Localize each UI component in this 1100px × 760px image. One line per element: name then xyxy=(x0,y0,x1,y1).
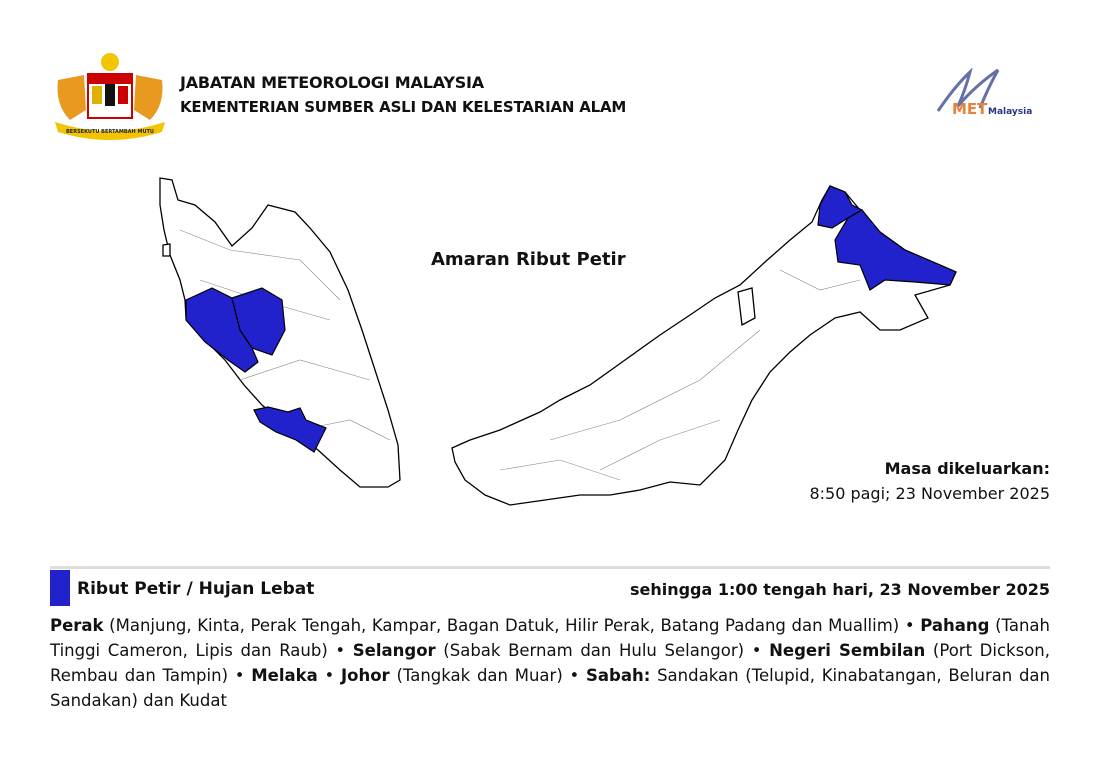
ministry-name: KEMENTERIAN SUMBER ASLI DAN KELESTARIAN … xyxy=(180,98,627,116)
malaysia-warning-map xyxy=(159,177,957,506)
crest-motto: BERSEKUTU BERTAMBAH MUTU xyxy=(66,129,154,135)
sarawak-sabah xyxy=(451,185,957,506)
penang-island xyxy=(162,243,171,257)
district-list: Sandakan (Telupid, Kinabatangan, Beluran… xyxy=(50,666,1050,710)
warning-area-selangor-ns-melaka-johor xyxy=(253,406,327,453)
state-name: Melaka xyxy=(251,666,318,685)
warning-area-sandakan xyxy=(834,209,957,291)
issued-time-block: Masa dikeluarkan: 8:50 pagi; 23 November… xyxy=(809,456,1050,506)
warning-areas-text: Perak (Manjung, Kinta, Perak Tengah, Kam… xyxy=(50,613,1050,713)
district-list: (Manjung, Kinta, Perak Tengah, Kampar, B… xyxy=(109,616,900,635)
separator: • xyxy=(317,666,341,685)
valid-until: sehingga 1:00 tengah hari, 23 November 2… xyxy=(629,580,1050,599)
section-title: Ribut Petir / Hujan Lebat xyxy=(77,579,315,599)
brunei xyxy=(737,287,756,327)
divider xyxy=(50,566,1050,569)
district-list: (Port Dickson, Rembau dan Tampin) xyxy=(50,641,1050,685)
met-malaysia-logo: MET Malaysia xyxy=(936,67,1032,118)
warning-area-pahang xyxy=(231,287,286,356)
state-name: Perak xyxy=(50,616,104,635)
warning-color-indicator xyxy=(50,570,70,606)
separator: • xyxy=(744,641,770,660)
separator: • xyxy=(562,666,587,685)
svg-text:Malaysia: Malaysia xyxy=(988,107,1032,117)
issued-time: 8:50 pagi; 23 November 2025 xyxy=(809,484,1050,503)
issued-label: Masa dikeluarkan: xyxy=(884,459,1050,478)
agency-name: JABATAN METEOROLOGI MALAYSIA xyxy=(180,73,484,92)
state-name: Negeri Sembilan xyxy=(769,641,926,660)
district-list: (Tangkak dan Muar) xyxy=(396,666,563,685)
district-list: (Tanah Tinggi Cameron, Lipis dan Raub) xyxy=(50,616,1050,660)
malaysia-coat-of-arms-logo: BERSEKUTU BERTAMBAH MUTU xyxy=(55,53,165,140)
warning-area-perak xyxy=(185,287,259,373)
district-list: (Sabak Bernam dan Hulu Selangor) xyxy=(443,641,745,660)
separator: • xyxy=(228,666,252,685)
state-name: Pahang xyxy=(920,616,990,635)
state-name: Sabah: xyxy=(586,666,651,685)
state-name: Johor xyxy=(341,666,390,685)
map-title: Amaran Ribut Petir xyxy=(431,249,626,270)
state-name: Selangor xyxy=(352,641,436,660)
separator: • xyxy=(327,641,353,660)
separator: • xyxy=(899,616,921,635)
svg-text:MET: MET xyxy=(952,100,988,118)
